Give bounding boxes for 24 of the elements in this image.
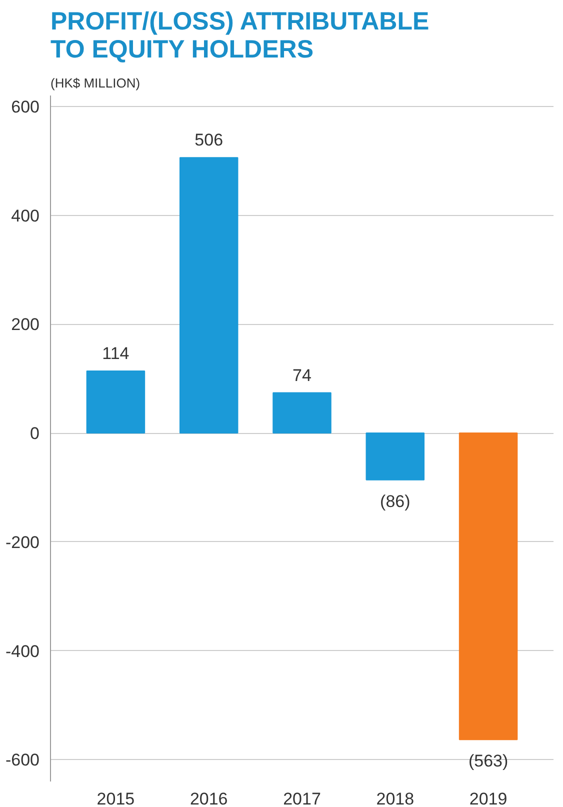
y-tick-label: 200 <box>11 315 40 334</box>
data-label: 506 <box>194 130 224 150</box>
bar <box>366 432 425 480</box>
y-tick-label: -600 <box>5 750 40 770</box>
data-label: (563) <box>468 752 508 771</box>
bar <box>179 157 238 434</box>
y-tick-label: 600 <box>11 97 40 116</box>
data-label: (86) <box>380 492 410 511</box>
y-tick-label: 400 <box>11 206 40 226</box>
y-tick-label: -200 <box>5 532 40 552</box>
data-label: 114 <box>102 344 130 363</box>
x-tick-label: 2018 <box>376 790 414 807</box>
y-tick-label: 0 <box>30 424 40 444</box>
data-label: 74 <box>292 366 312 385</box>
chart-subtitle: (HK$ MILLION) <box>50 76 140 90</box>
x-tick-label: 2017 <box>283 790 321 807</box>
chart-title: PROFIT/(LOSS) ATTRIBUTABLE TO EQUITY HOLDERS <box>50 8 430 64</box>
bar <box>458 432 518 740</box>
bar <box>272 392 332 434</box>
x-tick-label: 2015 <box>96 790 135 807</box>
bar <box>86 370 146 434</box>
x-tick-label: 2016 <box>190 790 228 807</box>
y-tick-label: -400 <box>5 642 40 661</box>
x-tick-label: 2019 <box>469 790 508 807</box>
